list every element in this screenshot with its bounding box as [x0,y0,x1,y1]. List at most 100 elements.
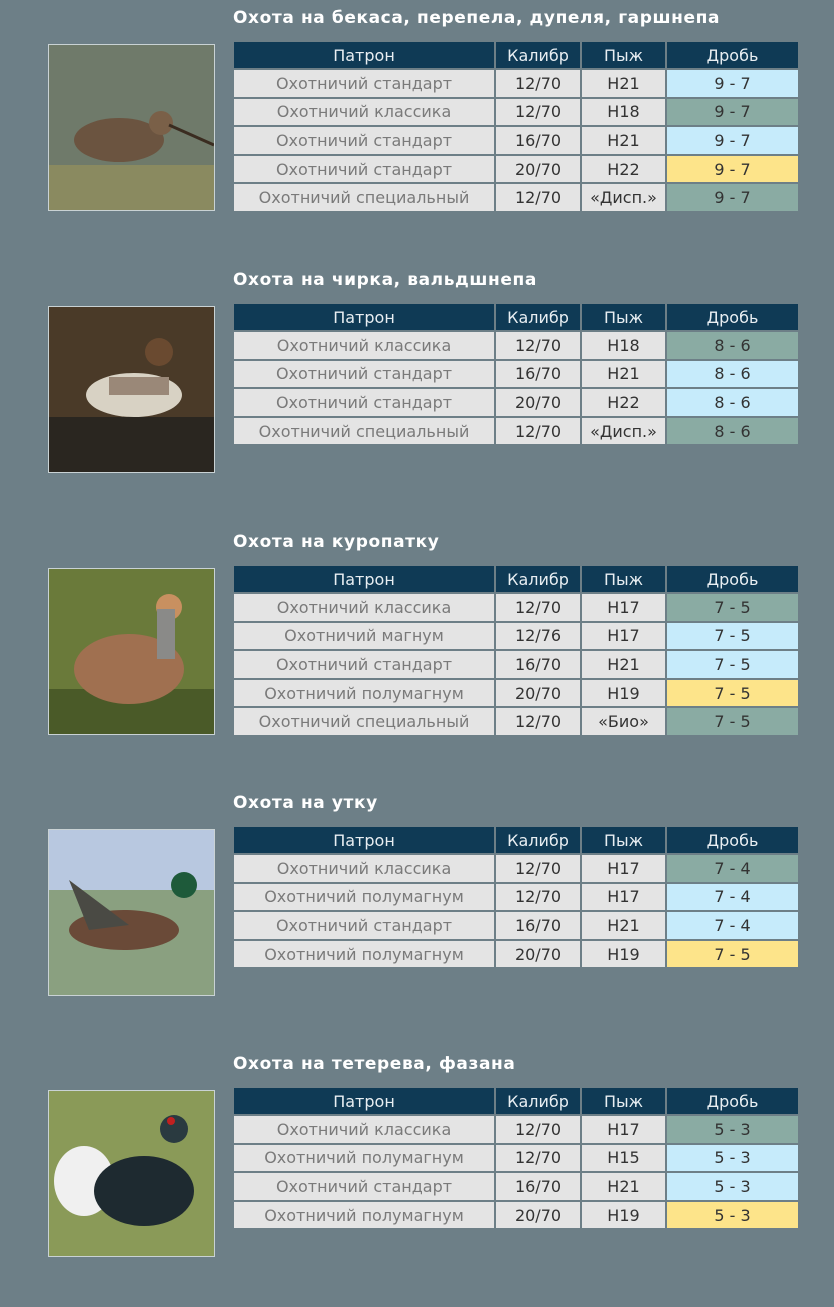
cell-patron: Охотничий стандарт [234,651,494,678]
header-caliber: Калибр [496,42,580,68]
cell-patron: Охотничий полумагнум [234,1144,494,1172]
cell-shot: 9 - 7 [667,184,798,211]
hunting-section: Охота на куропатку Патрон Калибр Пыж Дро… [0,524,834,785]
cell-caliber: 20/70 [496,679,580,707]
cell-wad: Н18 [582,98,665,126]
cell-shot: 9 - 7 [667,98,798,126]
cell-caliber: 20/70 [496,389,580,416]
table-row: Охотничий стандарт 16/70 Н21 5 - 3 [234,1173,798,1200]
cell-wad: Н19 [582,940,665,968]
table-row: Охотничий стандарт 12/70 Н21 9 - 7 [234,70,798,97]
header-shot: Дробь [667,566,798,592]
cell-caliber: 12/70 [496,98,580,126]
cell-caliber: 12/70 [496,184,580,211]
table-header: Патрон Калибр Пыж Дробь [234,1088,798,1114]
cell-shot: 5 - 3 [667,1173,798,1200]
cell-caliber: 12/70 [496,332,580,359]
cell-patron: Охотничий классика [234,855,494,882]
cell-shot: 7 - 4 [667,912,798,939]
ammo-table: Патрон Калибр Пыж Дробь Охотничий класси… [232,825,800,969]
table-row: Охотничий магнум 12/76 Н17 7 - 5 [234,622,798,650]
ammo-table: Патрон Калибр Пыж Дробь Охотничий станда… [232,40,800,213]
bird-photo-black-grouse [48,1090,215,1257]
cell-shot: 8 - 6 [667,389,798,416]
cell-patron: Охотничий полумагнум [234,883,494,911]
cell-caliber: 12/70 [496,855,580,882]
cell-patron: Охотничий полумагнум [234,940,494,968]
cell-wad: «Био» [582,708,665,735]
cell-caliber: 12/70 [496,708,580,735]
table-row: Охотничий классика 12/70 Н18 9 - 7 [234,98,798,126]
cell-shot: 5 - 3 [667,1201,798,1229]
table-row: Охотничий полумагнум 12/70 Н15 5 - 3 [234,1144,798,1172]
cell-shot: 7 - 4 [667,855,798,882]
section-title: Охота на куропатку [233,532,440,552]
header-caliber: Калибр [496,304,580,330]
cell-patron: Охотничий стандарт [234,70,494,97]
cell-shot: 7 - 5 [667,940,798,968]
header-caliber: Калибр [496,566,580,592]
header-shot: Дробь [667,827,798,853]
cell-caliber: 12/76 [496,622,580,650]
cell-patron: Охотничий классика [234,594,494,621]
cell-shot: 7 - 5 [667,651,798,678]
cell-patron: Охотничий стандарт [234,127,494,154]
header-wad: Пыж [582,1088,665,1114]
header-shot: Дробь [667,304,798,330]
table-row: Охотничий специальный 12/70 «Дисп.» 8 - … [234,417,798,445]
cell-wad: Н21 [582,912,665,939]
bird-photo-duck [48,829,215,996]
header-caliber: Калибр [496,1088,580,1114]
cell-patron: Охотничий специальный [234,184,494,211]
cell-caliber: 12/70 [496,594,580,621]
cell-caliber: 16/70 [496,1173,580,1200]
cell-wad: Н21 [582,70,665,97]
header-patron: Патрон [234,1088,494,1114]
table-row: Охотничий полумагнум 20/70 Н19 5 - 3 [234,1201,798,1229]
cell-caliber: 12/70 [496,417,580,445]
header-wad: Пыж [582,304,665,330]
table-row: Охотничий специальный 12/70 «Дисп.» 9 - … [234,184,798,211]
cell-wad: Н19 [582,679,665,707]
table-row: Охотничий классика 12/70 Н17 7 - 5 [234,594,798,621]
cell-wad: «Дисп.» [582,417,665,445]
section-title: Охота на утку [233,793,378,813]
header-patron: Патрон [234,42,494,68]
cell-caliber: 16/70 [496,651,580,678]
section-title: Охота на тетерева, фазана [233,1054,516,1074]
header-patron: Патрон [234,304,494,330]
cell-wad: Н17 [582,594,665,621]
ammo-table: Патрон Калибр Пыж Дробь Охотничий класси… [232,302,800,446]
cell-patron: Охотничий стандарт [234,360,494,388]
cell-patron: Охотничий классика [234,1116,494,1143]
cell-shot: 5 - 3 [667,1144,798,1172]
table-row: Охотничий полумагнум 20/70 Н19 7 - 5 [234,940,798,968]
cell-caliber: 12/70 [496,70,580,97]
hunting-section: Охота на бекаса, перепела, дупеля, гаршн… [0,0,834,261]
cell-patron: Охотничий специальный [234,708,494,735]
cell-wad: Н19 [582,1201,665,1229]
ammo-table: Патрон Калибр Пыж Дробь Охотничий класси… [232,1086,800,1230]
section-title: Охота на чирка, вальдшнепа [233,270,537,290]
table-row: Охотничий стандарт 16/70 Н21 8 - 6 [234,360,798,388]
table-row: Охотничий полумагнум 12/70 Н17 7 - 4 [234,883,798,911]
cell-patron: Охотничий классика [234,98,494,126]
cell-wad: Н17 [582,622,665,650]
bird-photo-teal [48,306,215,473]
cell-wad: Н18 [582,332,665,359]
cell-caliber: 12/70 [496,1144,580,1172]
table-row: Охотничий стандарт 16/70 Н21 7 - 5 [234,651,798,678]
cell-shot: 8 - 6 [667,332,798,359]
cell-wad: «Дисп.» [582,184,665,211]
cell-wad: Н17 [582,883,665,911]
cell-caliber: 20/70 [496,1201,580,1229]
header-shot: Дробь [667,1088,798,1114]
cell-caliber: 16/70 [496,912,580,939]
cell-caliber: 20/70 [496,155,580,183]
header-patron: Патрон [234,566,494,592]
cell-shot: 9 - 7 [667,127,798,154]
cell-shot: 7 - 5 [667,679,798,707]
cell-wad: Н22 [582,389,665,416]
header-wad: Пыж [582,42,665,68]
table-header: Патрон Калибр Пыж Дробь [234,827,798,853]
